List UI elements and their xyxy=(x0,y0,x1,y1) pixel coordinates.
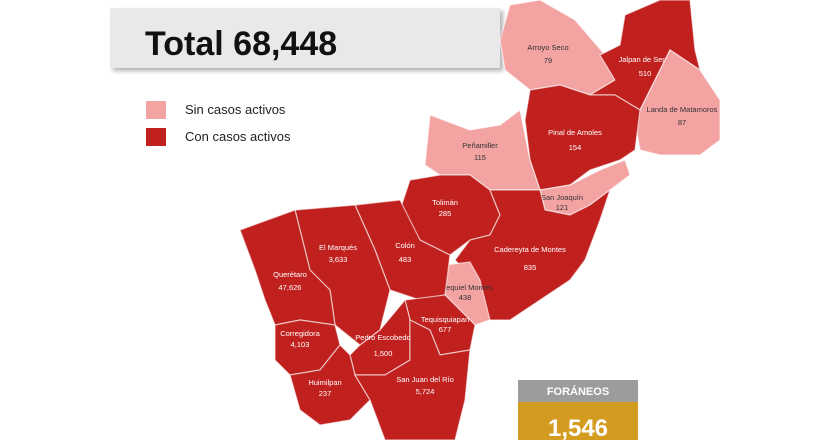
municipality-label: Ezequiel Montes xyxy=(437,283,493,292)
municipality-label: Tolimán xyxy=(432,198,458,207)
municipality-label: Huimilpan xyxy=(308,378,341,387)
municipality-label: Querétaro xyxy=(273,270,307,279)
municipality-label: 47,626 xyxy=(279,283,302,292)
municipality-label: 510 xyxy=(639,69,652,78)
total-label: Total xyxy=(145,25,224,63)
municipality-label: Tequisquiapan xyxy=(421,315,469,324)
municipality-label: Colón xyxy=(395,241,415,250)
municipality-label: 835 xyxy=(524,263,537,272)
total-box xyxy=(110,8,500,68)
municipality-label: 121 xyxy=(556,203,569,212)
municipality-label: 5,724 xyxy=(416,387,435,396)
municipality-label: Jalpan de Serra xyxy=(619,55,673,64)
municipality-label: 1,500 xyxy=(374,349,393,358)
municipality-label: Arroyo Seco xyxy=(527,43,568,52)
legend-label: Con casos activos xyxy=(185,129,291,144)
municipality: Landa de Matamoros 87 xyxy=(634,49,721,156)
foraneos-label: FORÁNEOS xyxy=(547,385,609,398)
municipality-shape xyxy=(353,319,471,440)
municipality: Cadereyta de Montes 835 xyxy=(454,188,612,321)
legend-swatch xyxy=(146,101,166,119)
municipality-shape xyxy=(454,188,612,321)
foraneos-value: 1,546 xyxy=(548,415,608,440)
municipality-label: 87 xyxy=(678,118,686,127)
municipality-label: Landa de Matamoros xyxy=(647,105,718,114)
municipality-label: 79 xyxy=(544,56,552,65)
municipality: Corregidora 4,103 xyxy=(274,319,341,376)
municipality-label: 154 xyxy=(569,143,582,152)
municipality-label: Pinal de Amoles xyxy=(548,128,602,137)
legend-swatch xyxy=(146,128,166,146)
municipality-label: El Marqués xyxy=(319,243,357,252)
municipality-label: Pedro Escobedo xyxy=(355,333,410,342)
municipality-label: 3,633 xyxy=(329,255,348,264)
municipality-label: Peñamiller xyxy=(462,141,498,150)
municipality-label: 677 xyxy=(439,325,452,334)
total: Total 68,448 xyxy=(145,25,337,63)
total-value: 68,448 xyxy=(233,25,337,63)
municipality-label: Cadereyta de Montes xyxy=(494,245,566,254)
foraneos-header xyxy=(518,380,638,402)
municipality-label: 438 xyxy=(459,293,472,302)
foraneos-box xyxy=(518,402,638,440)
municipality-label: 4,103 xyxy=(291,340,310,349)
municipality-label: Corregidora xyxy=(280,329,320,338)
municipality-label: 285 xyxy=(439,209,452,218)
municipality-label: 237 xyxy=(319,389,332,398)
municipality-shape xyxy=(634,49,721,156)
municipality-label: 483 xyxy=(399,255,412,264)
legend-label: Sin casos activos xyxy=(185,102,286,117)
municipality: San Juan del Río 5,724 xyxy=(353,319,471,440)
municipality-label: San Joaquín xyxy=(541,193,583,202)
municipality-label: 115 xyxy=(474,153,486,162)
municipality: Arroyo Seco 79 xyxy=(499,0,616,96)
municipality-label: San Juan del Río xyxy=(396,375,454,384)
